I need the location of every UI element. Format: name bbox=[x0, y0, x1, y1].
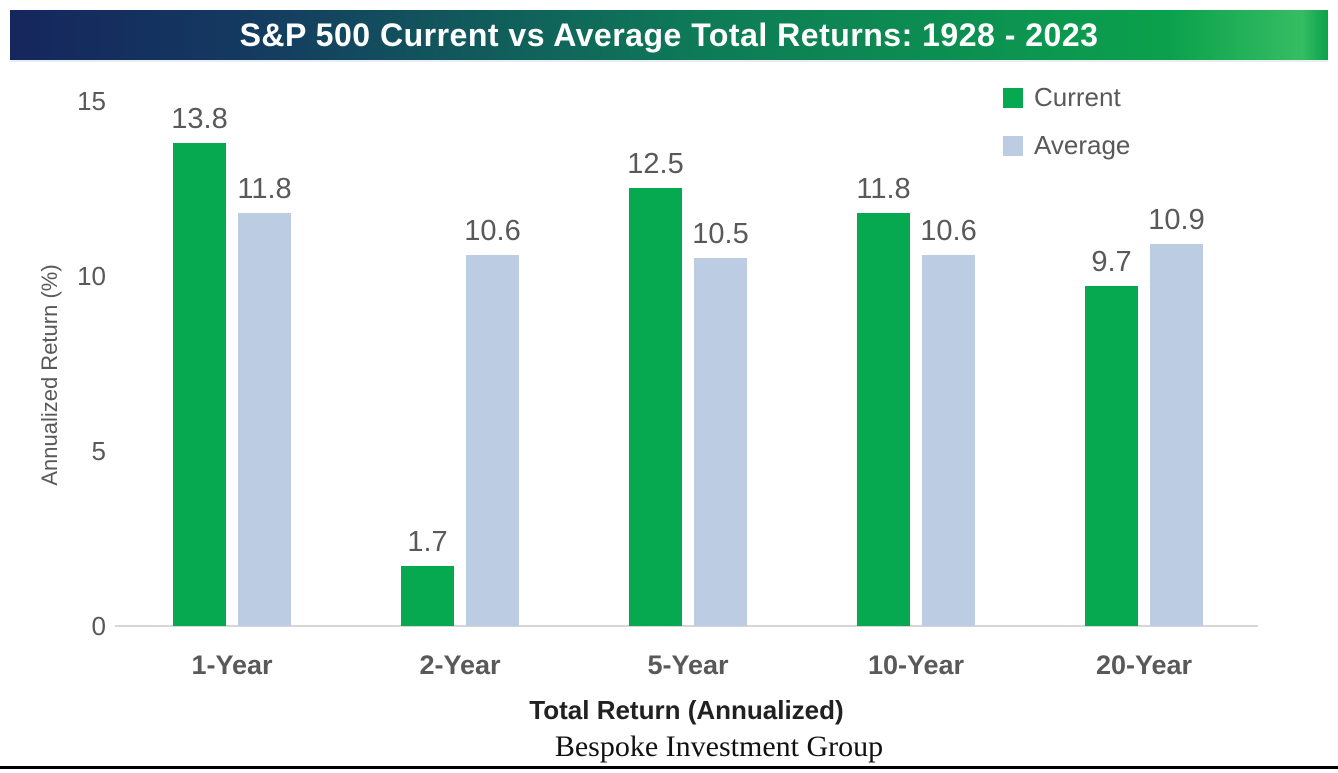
bar-value-label-average-2-year: 10.6 bbox=[464, 215, 521, 247]
legend-swatch-current-icon bbox=[1003, 87, 1023, 108]
bar-average-10-year bbox=[922, 255, 975, 626]
x-axis-category-label-1-year: 1-Year bbox=[191, 650, 273, 680]
legend-item-average: Average bbox=[1003, 130, 1130, 161]
bar-value-label-average-1-year: 11.8 bbox=[237, 173, 292, 205]
y-axis-tick-label-10: 10 bbox=[77, 261, 106, 291]
bar-value-label-current-5-year: 12.5 bbox=[627, 148, 684, 180]
bar-current-2-year bbox=[401, 566, 454, 626]
bar-value-label-average-10-year: 10.6 bbox=[920, 215, 977, 247]
x-axis-category-label-2-year: 2-Year bbox=[419, 650, 501, 680]
bar-value-label-current-1-year: 13.8 bbox=[171, 103, 228, 135]
x-axis-category-label-20-year: 20-Year bbox=[1095, 650, 1193, 680]
x-axis-category-label-10-year: 10-Year bbox=[867, 650, 965, 680]
y-axis-tick-label-5: 5 bbox=[91, 436, 106, 466]
x-axis-category-label-5-year: 5-Year bbox=[647, 650, 729, 680]
legend: Current Average bbox=[1003, 82, 1130, 178]
bar-value-label-current-20-year: 9.7 bbox=[1091, 246, 1132, 278]
legend-label-average: Average bbox=[1034, 130, 1131, 160]
bar-value-label-current-2-year: 1.7 bbox=[407, 526, 448, 558]
bar-current-5-year bbox=[629, 188, 682, 626]
y-axis-tick-label-0: 0 bbox=[91, 611, 106, 641]
bar-average-2-year bbox=[466, 255, 519, 626]
bar-current-20-year bbox=[1085, 286, 1138, 626]
x-axis-title: Total Return (Annualized) bbox=[529, 695, 844, 725]
bar-current-1-year bbox=[173, 143, 226, 626]
legend-label-current: Current bbox=[1034, 82, 1121, 112]
legend-item-current: Current bbox=[1003, 82, 1130, 113]
bottom-divider bbox=[0, 766, 1338, 769]
legend-swatch-average-icon bbox=[1003, 135, 1023, 156]
bar-value-label-average-20-year: 10.9 bbox=[1148, 204, 1205, 236]
bar-value-label-average-5-year: 10.5 bbox=[692, 218, 749, 250]
bar-average-1-year bbox=[238, 213, 291, 626]
chart-title: S&P 500 Current vs Average Total Returns… bbox=[239, 16, 1099, 53]
y-axis-tick-label-15: 15 bbox=[77, 86, 106, 116]
bar-value-label-current-10-year: 11.8 bbox=[856, 173, 911, 205]
x-axis-line bbox=[115, 625, 1258, 627]
bar-current-10-year bbox=[857, 213, 910, 626]
bar-average-5-year bbox=[694, 258, 747, 626]
bar-average-20-year bbox=[1150, 244, 1203, 626]
source-attribution: Bespoke Investment Group bbox=[554, 730, 884, 763]
chart-title-bar: S&P 500 Current vs Average Total Returns… bbox=[10, 10, 1328, 62]
